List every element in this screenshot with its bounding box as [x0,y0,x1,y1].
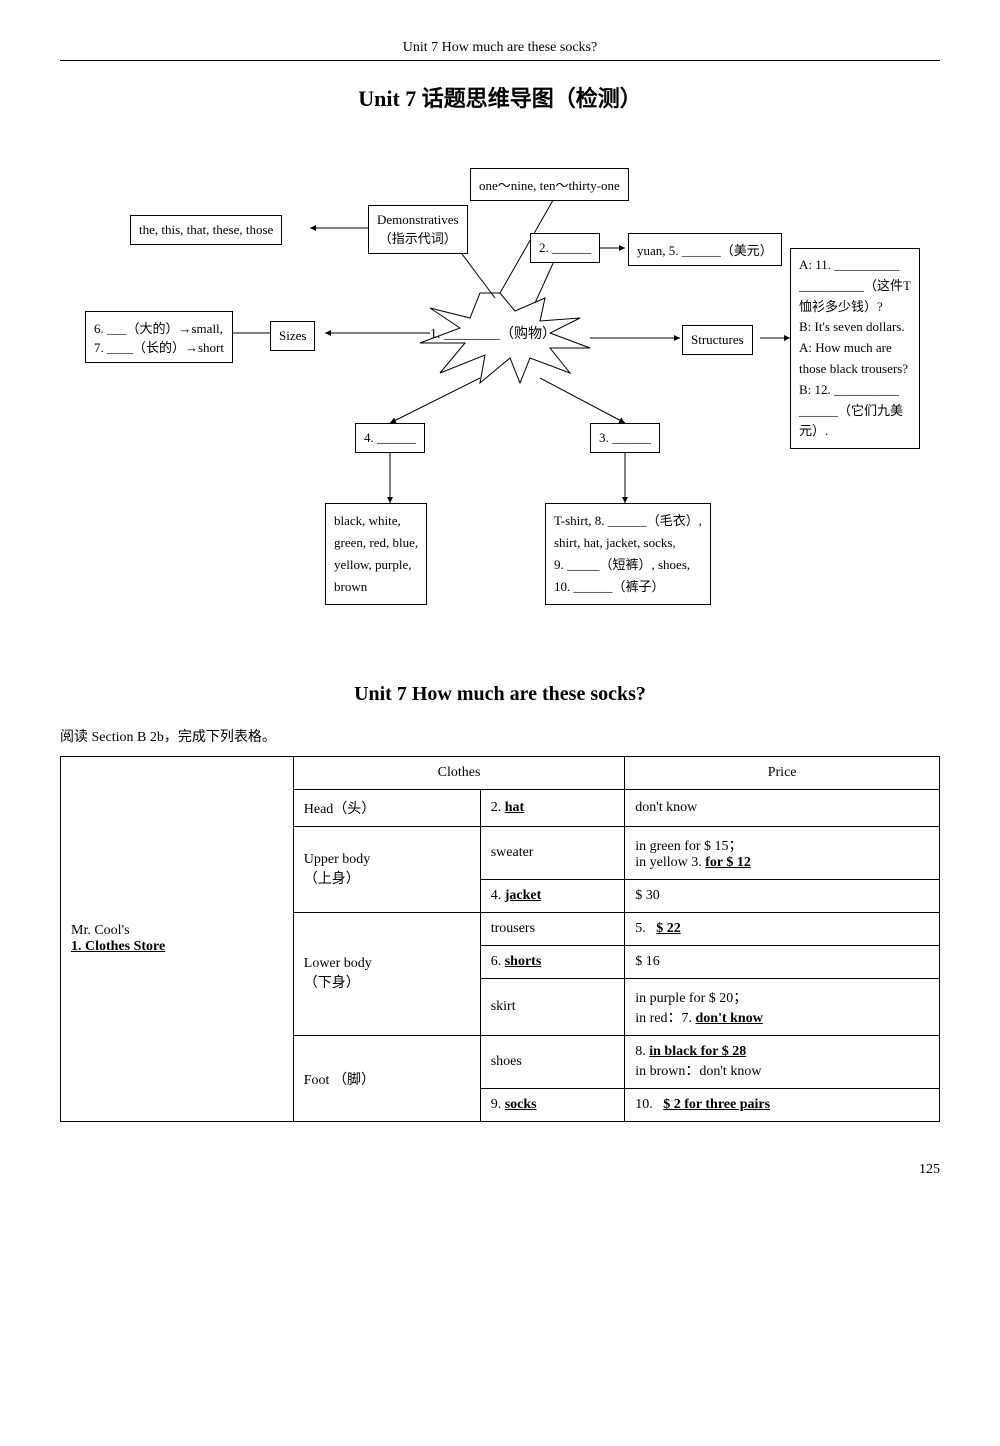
price-socks: 10. $ 2 for three pairs [625,1089,940,1122]
price-hat: don't know [625,790,940,827]
cat-upper: Upper body （上身） [293,827,480,913]
instruction: 阅读 Section B 2b，完成下列表格。 [60,726,940,746]
box-clothes-list: T-shirt, 8. ______（毛衣）, shirt, hat, jack… [545,503,711,605]
item-shorts: 6. shorts [480,946,625,979]
box-demo-list: the, this, that, these, those [130,215,282,245]
store-cell: Mr. Cool's 1. Clothes Store [61,757,294,1122]
box-blank2: 2. ______ [530,233,600,263]
section-title: Unit 7 How much are these socks? [60,683,940,706]
skirt-purple: in purple for $ 20； [635,991,747,1006]
store-answer: 1. Clothes Store [71,939,165,954]
item-skirt: skirt [480,979,625,1036]
item-jacket: 4. jacket [480,880,625,913]
cat-foot: Foot （脚） [293,1036,480,1122]
center-shopping: 1. ________（购物） [430,323,556,343]
box-sizes-list: 6. ___（大的）→small, 7. ____（长的）→short [85,311,233,363]
page-header: Unit 7 How much are these socks? [60,40,940,61]
item-trousers: trousers [480,913,625,946]
item-shoes: shoes [480,1036,625,1089]
sweater-green: in green for $ 15； [635,839,742,854]
box-colors: black, white, green, red, blue, yellow, … [325,503,427,605]
price-shorts: $ 16 [625,946,940,979]
box-structures: Structures [682,325,753,355]
page-number: 125 [60,1162,940,1178]
box-blank3: 3. ______ [590,423,660,453]
box-blank4: 4. ______ [355,423,425,453]
cat-lower: Lower body （下身） [293,913,480,1036]
col-clothes: Clothes [293,757,624,790]
clothes-table: Mr. Cool's 1. Clothes Store Clothes Pric… [60,756,940,1122]
mindmap-area: one～nine, ten～thirty-one Demonstratives … [70,133,930,653]
cat-head: Head（头） [293,790,480,827]
price-sweater: in green for $ 15； in yellow 3. for $ 12 [625,827,940,880]
box-numbers: one～nine, ten～thirty-one [470,168,629,201]
table-row: Mr. Cool's 1. Clothes Store Clothes Pric… [61,757,940,790]
item-socks: 9. socks [480,1089,625,1122]
price-trousers: 5. $ 22 [625,913,940,946]
box-yuan: yuan, 5. ______（美元） [628,233,782,266]
box-dialog: A: 11. __________ __________（这件T 恤衫多少钱）?… [790,248,920,449]
price-skirt: in purple for $ 20； in red：7. don't know [625,979,940,1036]
item-sweater: sweater [480,827,625,880]
box-demonstratives: Demonstratives （指示代词） [368,205,468,254]
item-hat: 2. hat [480,790,625,827]
box-sizes: Sizes [270,321,315,351]
price-shoes: 8. in black for $ 28 in brown：don't know [625,1036,940,1089]
mindmap-title: Unit 7 话题思维导图（检测） [60,81,940,113]
col-price: Price [625,757,940,790]
store-name: Mr. Cool's [71,923,130,938]
shoes-brown: in brown：don't know [635,1064,761,1079]
price-jacket: $ 30 [625,880,940,913]
